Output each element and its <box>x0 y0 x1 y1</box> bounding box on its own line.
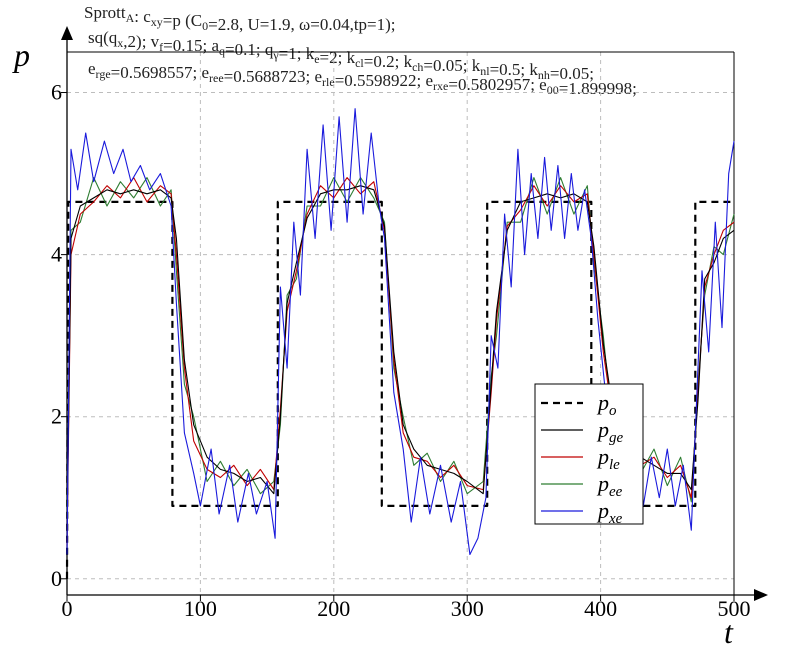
header-line-2: sq(qx,2); vf=0.15; aq=0.1; qγ=1; ke=2; k… <box>88 28 594 83</box>
x-tick-label-500: 500 <box>718 596 751 621</box>
legend-label-p-ee: pee <box>596 471 623 500</box>
legend-label-p-ge: pge <box>596 417 624 446</box>
x-tick-label-400: 400 <box>584 596 617 621</box>
legend-label-p-le: ple <box>596 444 620 473</box>
x-axis-label: t <box>724 614 734 649</box>
legend-label-p-xe: pxe <box>596 498 623 527</box>
tick-labels: 0 100 200 300 400 500 0 2 4 6 <box>51 80 751 621</box>
y-axis-arrow <box>61 26 73 40</box>
y-tick-label-0: 0 <box>51 566 62 591</box>
x-tick-label-200: 200 <box>317 596 350 621</box>
header-line-3: erge=0.5698557; eree=0.5688723; erle=0.5… <box>88 59 637 98</box>
x-tick-label-0: 0 <box>62 596 73 621</box>
series-line-p-o <box>65 200 734 579</box>
y-tick-label-2: 2 <box>51 404 62 429</box>
y-tick-label-4: 4 <box>51 242 62 267</box>
x-tick-label-100: 100 <box>184 596 217 621</box>
x-tick-label-300: 300 <box>451 596 484 621</box>
y-axis-label: p <box>12 37 30 73</box>
legend-label-p-o: po <box>596 390 617 419</box>
legend-box <box>534 383 644 525</box>
x-axis-arrow <box>754 589 768 601</box>
chart-header: SprottA: cxy=p (C0=2.8, U=1.9, ω=0.04,tp… <box>84 3 637 98</box>
y-tick-label-6: 6 <box>51 80 62 105</box>
header-line-1: SprottA: cxy=p (C0=2.8, U=1.9, ω=0.04,tp… <box>84 3 396 34</box>
